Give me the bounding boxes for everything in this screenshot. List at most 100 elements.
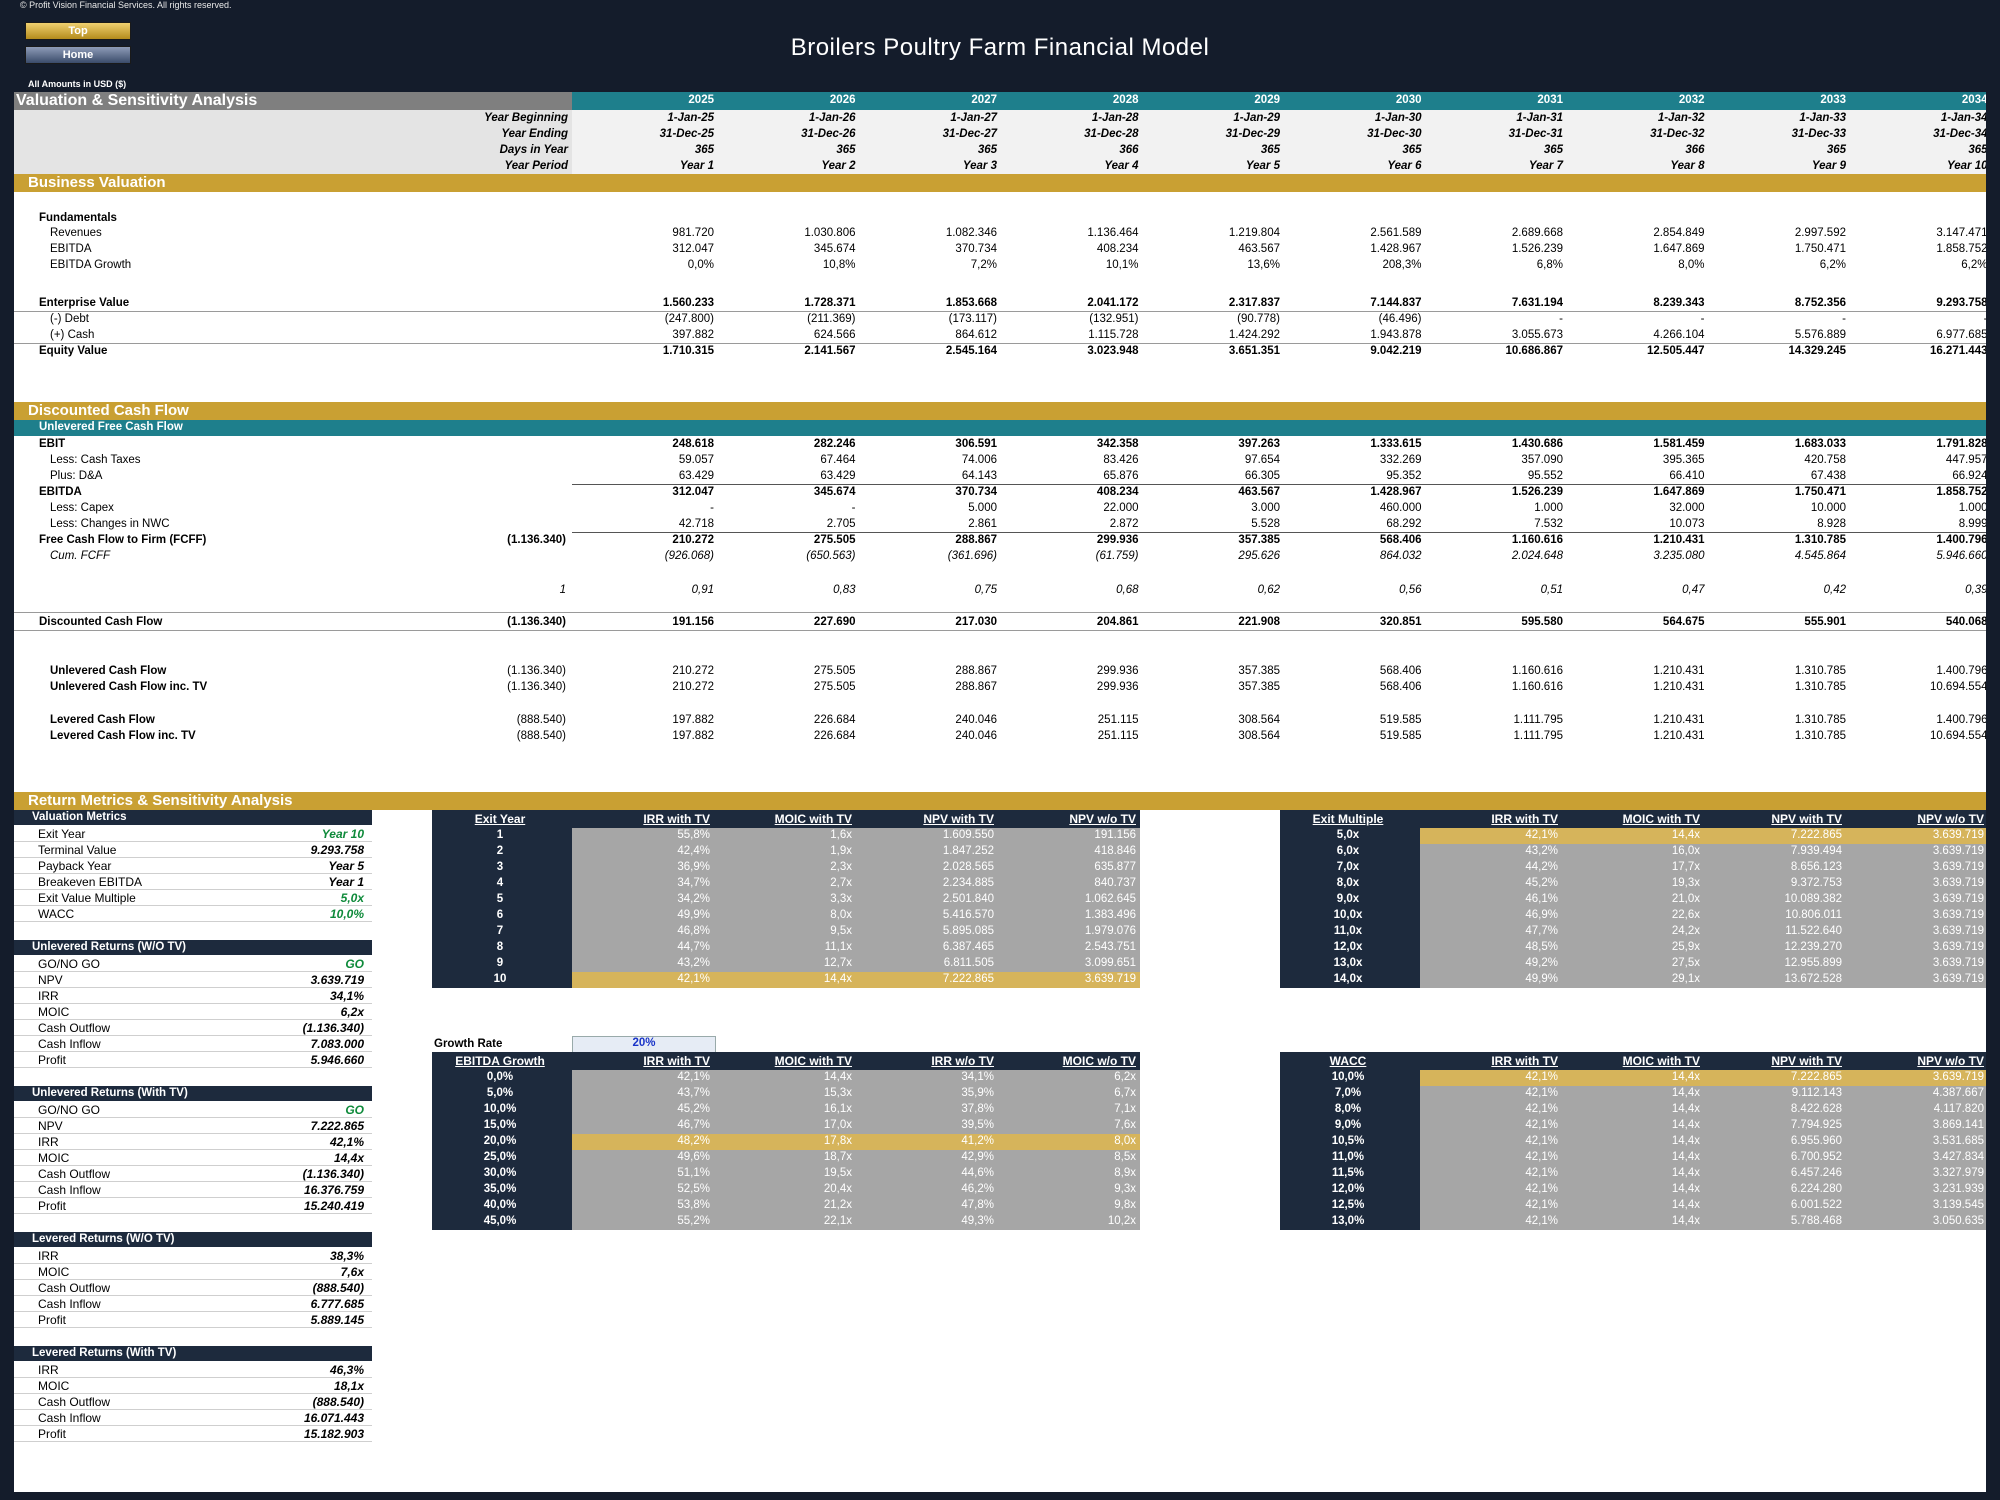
row-label: Unlevered Cash Flow: [50, 665, 167, 677]
metric-label: MOIC: [38, 1005, 70, 1019]
value-cell: 1.581.459: [1653, 438, 1705, 450]
table-value: 42,1%: [1525, 1215, 1558, 1227]
metric-row: Cash Outflow (888.540): [14, 1280, 372, 1296]
value-cell: 31-Dec-28: [1084, 128, 1139, 140]
value-cell: 1.310.785: [1794, 730, 1846, 742]
metric-label: IRR: [38, 989, 59, 1003]
divider: [14, 1377, 372, 1378]
table-column-header: NPV w/o TV: [1917, 1054, 1984, 1068]
table-value: 21,2x: [823, 1199, 852, 1211]
year-header-bar: [572, 92, 1986, 110]
metric-label: NPV: [38, 973, 63, 987]
value-cell: 240.046: [955, 730, 997, 742]
valuation-header-title: Valuation & Sensitivity Analysis: [16, 92, 258, 109]
value-cell: 460.000: [1379, 502, 1422, 514]
metric-label: IRR: [38, 1135, 59, 1149]
value-cell: 275.505: [813, 534, 856, 546]
value-cell: 1.428.967: [1370, 243, 1422, 255]
value-cell: 1.400.796: [1936, 665, 1986, 677]
value-cell: 2.317.837: [1228, 297, 1280, 309]
metric-label: Profit: [38, 1053, 67, 1067]
divider: [14, 343, 1986, 344]
table-axis-value: 10,5%: [1331, 1135, 1365, 1147]
table-value: 7.939.494: [1790, 845, 1842, 857]
value-cell: 13,6%: [1247, 259, 1280, 271]
divider: [14, 311, 1986, 312]
initial-value: (1.136.340): [507, 681, 566, 693]
value-cell: 6,2%: [1961, 259, 1986, 271]
table-value: 1.847.252: [942, 845, 994, 857]
timeline-label: Year Period: [504, 160, 569, 172]
table-value: 8.422.628: [1790, 1103, 1842, 1115]
value-cell: 1.082.346: [945, 227, 997, 239]
table-value: 36,9%: [677, 861, 710, 873]
table-value: 46,7%: [677, 1119, 710, 1131]
value-cell: 65.876: [1103, 470, 1139, 482]
value-cell: 299.936: [1096, 534, 1139, 546]
metric-row: Terminal Value 9.293.758: [14, 842, 372, 858]
value-cell: 2.861: [968, 518, 997, 530]
home-button[interactable]: Home: [25, 46, 131, 64]
initial-value: (888.540): [516, 714, 566, 726]
panel-header: Valuation Metrics: [14, 810, 372, 825]
dcf-bar: Discounted Cash Flow: [14, 402, 1986, 420]
growth-rate-input[interactable]: 20%: [572, 1036, 716, 1053]
row-label: EBITDA: [50, 243, 92, 255]
value-cell: 2.041.172: [1087, 297, 1139, 309]
divider: [14, 1133, 372, 1134]
value-cell: 1.210.431: [1653, 681, 1705, 693]
divider: [14, 1019, 372, 1020]
metric-value: 5,0x: [340, 891, 364, 905]
value-cell: 8.752.356: [1794, 297, 1846, 309]
value-cell: 1.210.431: [1653, 665, 1705, 677]
table-axis-value: 8: [496, 941, 504, 953]
metric-label: Profit: [38, 1199, 67, 1213]
divider: [14, 1311, 372, 1312]
returns-bar-title: Return Metrics & Sensitivity Analysis: [28, 792, 293, 809]
metric-value: Year 5: [328, 859, 364, 873]
value-cell: 308.564: [1238, 714, 1280, 726]
table-value: 3.531.685: [1932, 1135, 1984, 1147]
value-cell: 568.406: [1379, 665, 1422, 677]
value-cell: 74.006: [961, 454, 997, 466]
table-axis-value: 45,0%: [483, 1215, 517, 1227]
divider: [14, 1409, 372, 1410]
table-value: 3.639.719: [1932, 957, 1984, 969]
divider: [14, 873, 372, 874]
table-value: 6,2x: [1114, 1071, 1136, 1083]
row-label: EBIT: [39, 438, 66, 450]
value-cell: 365: [1402, 144, 1422, 156]
table-value: 43,2%: [677, 957, 710, 969]
value-cell: 0,51: [1540, 584, 1563, 596]
metric-value: (1.136.340): [302, 1167, 364, 1181]
table-value: 3,3x: [830, 893, 852, 905]
value-cell: 42.718: [678, 518, 714, 530]
value-cell: Year 3: [962, 160, 997, 172]
value-cell: 16.271.443: [1929, 345, 1986, 357]
value-cell: 5.576.889: [1794, 329, 1846, 341]
table-value: 4.117.820: [1933, 1103, 1984, 1115]
table-value: 34,2%: [677, 893, 710, 905]
value-cell: 366: [1119, 144, 1139, 156]
metric-label: Cash Inflow: [38, 1037, 101, 1051]
table-value: 10.806.011: [1785, 909, 1842, 921]
value-cell: 3.651.351: [1228, 345, 1280, 357]
table-axis-value: 5: [496, 893, 504, 905]
value-cell: 1-Jan-32: [1657, 112, 1705, 124]
table-value: 7.222.865: [942, 973, 994, 985]
value-cell: 1.647.869: [1653, 486, 1705, 498]
value-cell: (61.759): [1095, 550, 1139, 562]
table-header-row: [1280, 810, 1986, 828]
table-axis-value: 7,0x: [1336, 861, 1360, 873]
metric-value: 16.071.443: [303, 1411, 364, 1425]
value-cell: 0,75: [974, 584, 997, 596]
year-header: 2033: [1820, 94, 1846, 106]
value-cell: 1.333.615: [1370, 438, 1422, 450]
panel-header: Levered Returns (W/O TV): [14, 1232, 372, 1247]
currency-label: All Amounts in USD ($): [28, 79, 127, 89]
value-cell: 1.000: [1534, 502, 1563, 514]
table-value: 6.700.952: [1790, 1151, 1842, 1163]
table-axis-value: 13,0%: [1331, 1215, 1365, 1227]
top-button[interactable]: Top: [25, 22, 131, 40]
table-column-header: IRR with TV: [643, 1054, 710, 1068]
